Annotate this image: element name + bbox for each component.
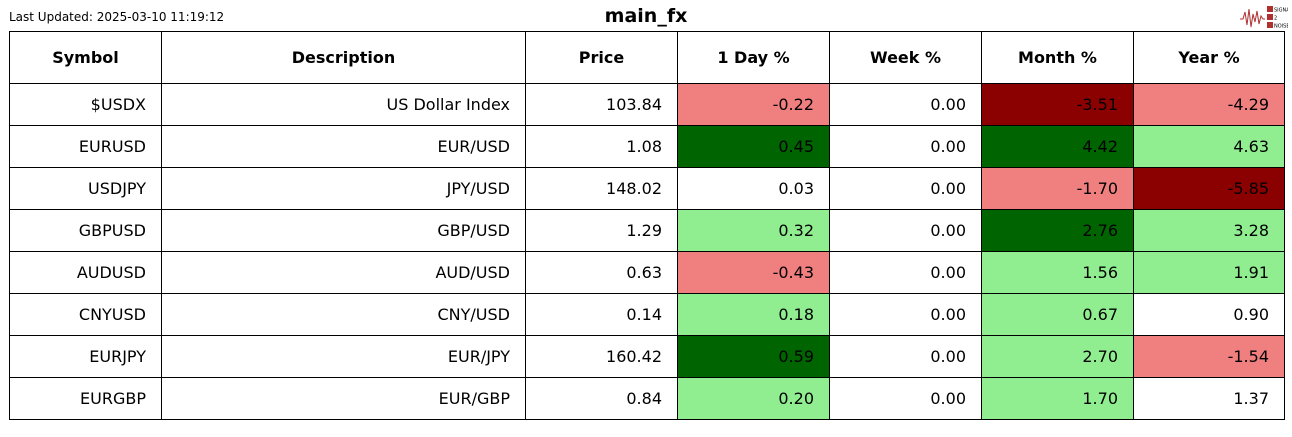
cell-description: CNY/USD [161,293,526,336]
cell-1-day-pct: 0.03 [677,167,830,210]
cell-symbol: CNYUSD [9,293,162,336]
cell-price: 1.29 [525,209,678,252]
cell-description: US Dollar Index [161,83,526,126]
header-month-pct: Month % [981,31,1134,84]
cell-1-day-pct: 0.59 [677,335,830,378]
logo-word-1: SIGNAL [1274,8,1288,14]
table-row: EURGBP EUR/GBP 0.84 0.20 0.00 1.70 1.37 [9,377,1285,420]
table-row: EURJPY EUR/JPY 160.42 0.59 0.00 2.70 -1.54 [9,335,1285,378]
cell-year-pct: 3.28 [1133,209,1285,252]
cell-week-pct: 0.00 [829,209,982,252]
header-description: Description [161,31,526,84]
logo-word-3: NOISE [1274,24,1288,30]
cell-price: 103.84 [525,83,678,126]
cell-month-pct: 0.67 [981,293,1134,336]
header-year-pct: Year % [1133,31,1285,84]
cell-description: JPY/USD [161,167,526,210]
cell-month-pct: -3.51 [981,83,1134,126]
cell-symbol: USDJPY [9,167,162,210]
cell-description: AUD/USD [161,251,526,294]
cell-year-pct: -5.85 [1133,167,1285,210]
cell-month-pct: 4.42 [981,125,1134,168]
cell-year-pct: 1.91 [1133,251,1285,294]
cell-price: 0.63 [525,251,678,294]
cell-year-pct: 0.90 [1133,293,1285,336]
table-row: CNYUSD CNY/USD 0.14 0.18 0.00 0.67 0.90 [9,293,1285,336]
table-body: $USDX US Dollar Index 103.84 -0.22 0.00 -3.51… [9,83,1285,420]
cell-month-pct: -1.70 [981,167,1134,210]
cell-symbol: EURJPY [9,335,162,378]
cell-year-pct: -4.29 [1133,83,1285,126]
table-row: AUDUSD AUD/USD 0.63 -0.43 0.00 1.56 1.91 [9,251,1285,294]
cell-week-pct: 0.00 [829,377,982,420]
cell-symbol: GBPUSD [9,209,162,252]
cell-symbol: $USDX [9,83,162,126]
cell-symbol: EURGBP [9,377,162,420]
cell-year-pct: 1.37 [1133,377,1285,420]
header-row: Symbol Description Price 1 Day % Week % … [9,31,1285,84]
cell-1-day-pct: -0.43 [677,251,830,294]
cell-week-pct: 0.00 [829,125,982,168]
cell-month-pct: 1.70 [981,377,1134,420]
cell-description: EUR/GBP [161,377,526,420]
table-row: GBPUSD GBP/USD 1.29 0.32 0.00 2.76 3.28 [9,209,1285,252]
fx-table: Symbol Description Price 1 Day % Week % … [9,31,1285,420]
header-symbol: Symbol [9,31,162,84]
cell-week-pct: 0.00 [829,335,982,378]
cell-year-pct: -1.54 [1133,335,1285,378]
last-updated-label: Last Updated: 2025-03-10 11:19:12 [9,10,225,24]
header-week-pct: Week % [829,31,982,84]
chart-title: main_fx [604,5,688,27]
cell-1-day-pct: 0.45 [677,125,830,168]
cell-price: 0.84 [525,377,678,420]
header-1-day-pct: 1 Day % [677,31,830,84]
table-row: EURUSD EUR/USD 1.08 0.45 0.00 4.42 4.63 [9,125,1285,168]
cell-month-pct: 1.56 [981,251,1134,294]
cell-1-day-pct: -0.22 [677,83,830,126]
cell-month-pct: 2.70 [981,335,1134,378]
cell-1-day-pct: 0.18 [677,293,830,336]
cell-price: 160.42 [525,335,678,378]
cell-description: GBP/USD [161,209,526,252]
cell-price: 148.02 [525,167,678,210]
signal-noise-logo: SIGNAL 2 NOISE [1240,6,1288,30]
cell-week-pct: 0.00 [829,83,982,126]
cell-week-pct: 0.00 [829,293,982,336]
header-price: Price [525,31,678,84]
cell-year-pct: 4.63 [1133,125,1285,168]
cell-price: 0.14 [525,293,678,336]
cell-description: EUR/JPY [161,335,526,378]
logo-word-2: 2 [1274,16,1277,22]
cell-price: 1.08 [525,125,678,168]
cell-1-day-pct: 0.20 [677,377,830,420]
cell-week-pct: 0.00 [829,167,982,210]
cell-month-pct: 2.76 [981,209,1134,252]
table-row: USDJPY JPY/USD 148.02 0.03 0.00 -1.70 -5.85 [9,167,1285,210]
cell-1-day-pct: 0.32 [677,209,830,252]
cell-description: EUR/USD [161,125,526,168]
cell-symbol: EURUSD [9,125,162,168]
table-row: $USDX US Dollar Index 103.84 -0.22 0.00 -3.51… [9,83,1285,126]
cell-symbol: AUDUSD [9,251,162,294]
cell-week-pct: 0.00 [829,251,982,294]
